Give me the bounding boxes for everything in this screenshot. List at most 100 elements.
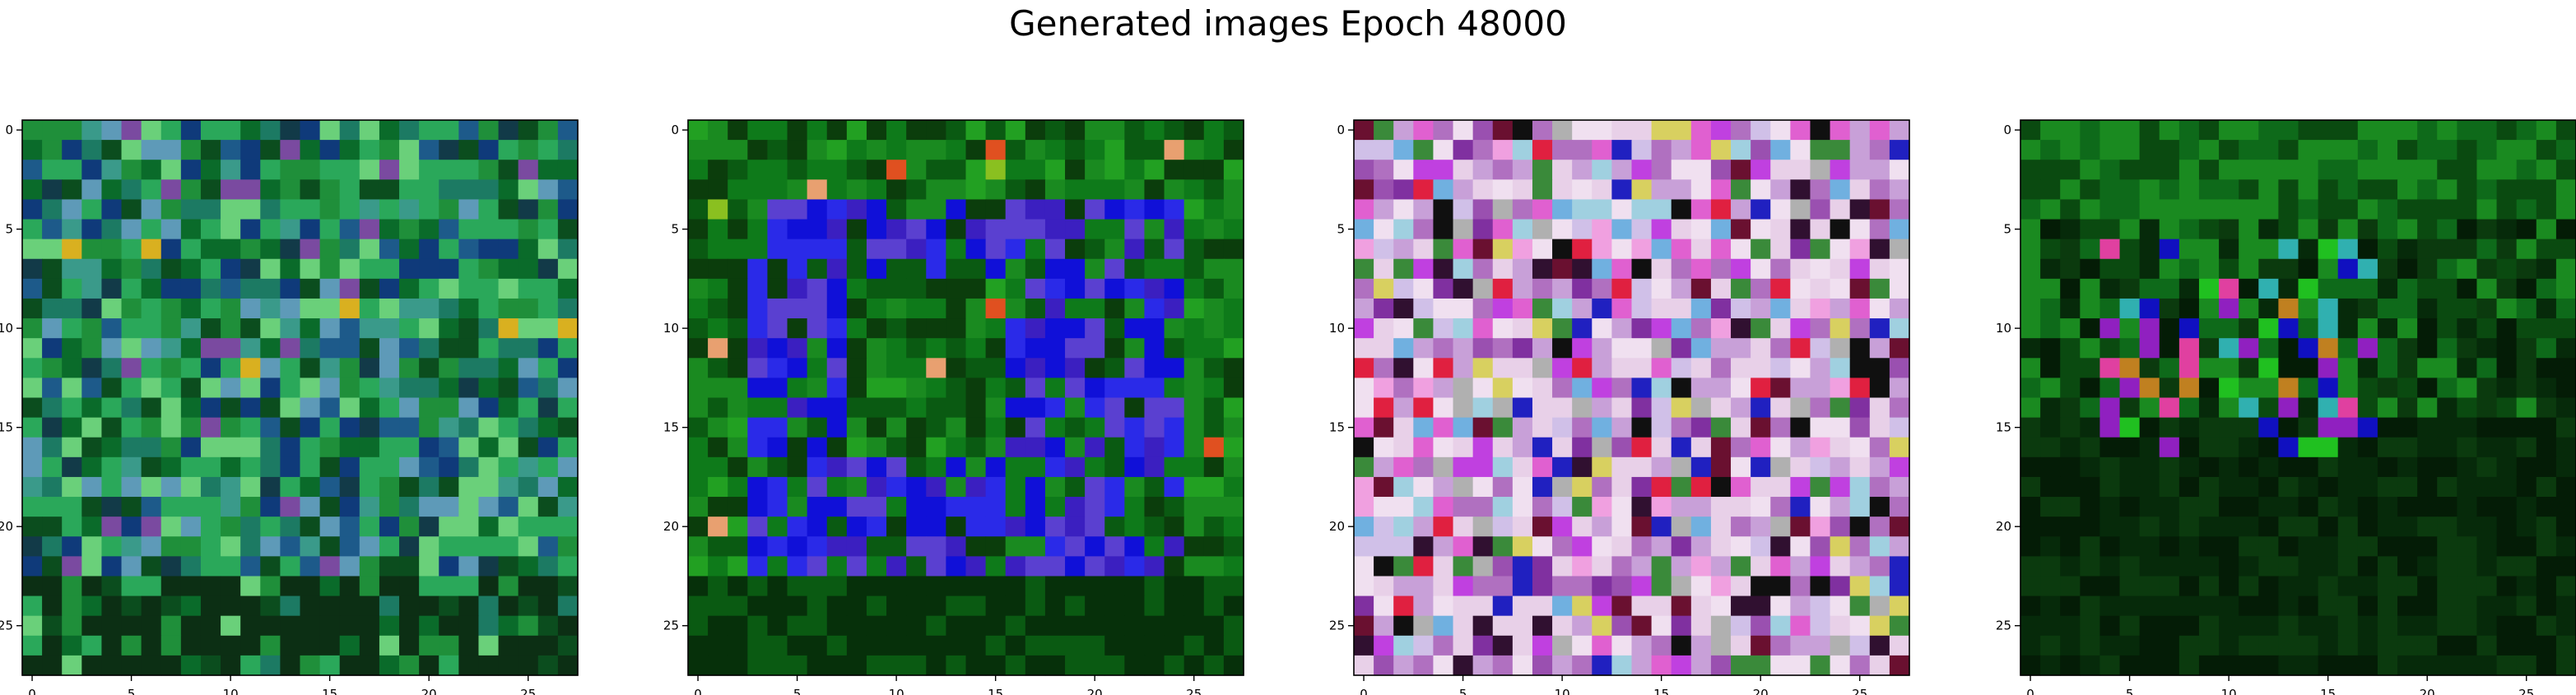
- pixel-cell: [1671, 219, 1692, 240]
- pixel-cell: [1044, 456, 1066, 478]
- y-tick-label: 20: [663, 519, 679, 534]
- pixel-cell: [728, 615, 748, 637]
- pixel-cell: [221, 417, 241, 438]
- pixel-cell: [300, 239, 321, 260]
- pixel-cell: [2020, 556, 2041, 577]
- pixel-cell: [1889, 497, 1910, 517]
- pixel-cell: [478, 517, 500, 537]
- pixel-cell: [728, 358, 748, 378]
- pixel-cell: [1472, 655, 1494, 676]
- pixel-cell: [2060, 278, 2081, 299]
- pixel-cell: [1572, 140, 1593, 160]
- pixel-cell: [2278, 298, 2299, 319]
- pixel-cell: [1085, 179, 1105, 201]
- pixel-cell: [419, 219, 439, 240]
- pixel-cell: [688, 239, 709, 260]
- pixel-cell: [1512, 556, 1533, 577]
- pixel-cell: [807, 378, 828, 399]
- pixel-cell: [1124, 160, 1146, 180]
- pixel-cell: [1065, 556, 1086, 577]
- pixel-cell: [866, 456, 887, 478]
- pixel-cell: [1025, 199, 1046, 220]
- pixel-cell: [708, 179, 728, 201]
- pixel-cell: [1433, 517, 1454, 537]
- pixel-cell: [1044, 160, 1066, 180]
- pixel-cell: [419, 397, 439, 419]
- pixel-cell: [1710, 655, 1732, 676]
- pixel-cell: [1025, 615, 1046, 637]
- pixel-cell: [2318, 655, 2339, 676]
- pixel-cell: [1472, 318, 1494, 339]
- pixel-cell: [1085, 358, 1105, 378]
- pixel-cell: [518, 239, 539, 260]
- pixel-cell: [846, 239, 867, 260]
- pixel-cell: [2178, 536, 2200, 557]
- pixel-cell: [767, 536, 788, 557]
- pixel-cell: [42, 556, 63, 577]
- pixel-cell: [2139, 517, 2160, 537]
- pixel-cell: [2219, 179, 2239, 201]
- pixel-cell: [1770, 437, 1791, 458]
- pixel-cell: [1869, 338, 1890, 359]
- pixel-cell: [2298, 219, 2319, 240]
- pixel-cell: [1790, 239, 1811, 260]
- pixel-cell: [478, 120, 500, 141]
- pixel-cell: [926, 397, 946, 419]
- pixel-cell: [1651, 318, 1672, 339]
- pixel-cell: [240, 179, 261, 201]
- pixel-cell: [2139, 358, 2160, 378]
- pixel-cell: [2020, 417, 2041, 438]
- pixel-cell: [708, 120, 728, 141]
- pixel-cell: [458, 595, 480, 617]
- pixel-cell: [2555, 456, 2576, 478]
- pixel-cell: [1025, 120, 1046, 141]
- pixel-cell: [1512, 536, 1533, 557]
- pixel-cell: [2198, 456, 2220, 478]
- pixel-cell: [557, 497, 579, 517]
- pixel-cell: [1830, 140, 1851, 160]
- pixel-cell: [807, 219, 828, 240]
- pixel-cell: [22, 258, 43, 280]
- pixel-cell: [926, 417, 946, 438]
- pixel-cell: [1512, 397, 1533, 419]
- pixel-cell: [121, 635, 142, 656]
- pixel-cell: [826, 615, 848, 637]
- pixel-cell: [2516, 239, 2537, 260]
- pixel-cell: [1830, 120, 1851, 141]
- pixel-cell: [1183, 615, 1205, 637]
- pixel-cell: [2139, 595, 2160, 617]
- pixel-cell: [141, 239, 162, 260]
- pixel-cell: [866, 199, 887, 220]
- pixel-cell: [1751, 258, 1771, 280]
- pixel-cell: [81, 258, 103, 280]
- pixel-cell: [221, 437, 241, 458]
- pixel-cell: [2318, 338, 2339, 359]
- pixel-cell: [1203, 397, 1225, 419]
- pixel-cell: [1223, 358, 1244, 378]
- pixel-cell: [688, 476, 709, 498]
- pixel-cell: [537, 655, 559, 676]
- pixel-cell: [2020, 278, 2041, 299]
- pixel-cell: [926, 160, 946, 180]
- pixel-cell: [62, 497, 82, 517]
- pixel-cell: [1374, 318, 1394, 339]
- pixel-cell: [221, 278, 241, 299]
- pixel-cell: [1354, 278, 1374, 299]
- pixel-cell: [221, 338, 241, 359]
- pixel-cell: [2397, 476, 2418, 498]
- pixel-cell: [1512, 655, 1533, 676]
- pixel-cell: [965, 476, 987, 498]
- pixel-cell: [1592, 476, 1612, 498]
- pixel-cell: [2496, 278, 2518, 299]
- pixel-cell: [1651, 338, 1672, 359]
- pixel-cell: [1223, 378, 1244, 399]
- pixel-cell: [260, 635, 281, 656]
- pixel-cell: [688, 338, 709, 359]
- pixel-cell: [419, 497, 439, 517]
- pixel-cell: [2278, 278, 2299, 299]
- pixel-cell: [1065, 318, 1086, 339]
- pixel-cell: [2496, 456, 2518, 478]
- pixel-cell: [2555, 358, 2576, 378]
- pixel-cell: [2476, 497, 2498, 517]
- pixel-cell: [1532, 378, 1553, 399]
